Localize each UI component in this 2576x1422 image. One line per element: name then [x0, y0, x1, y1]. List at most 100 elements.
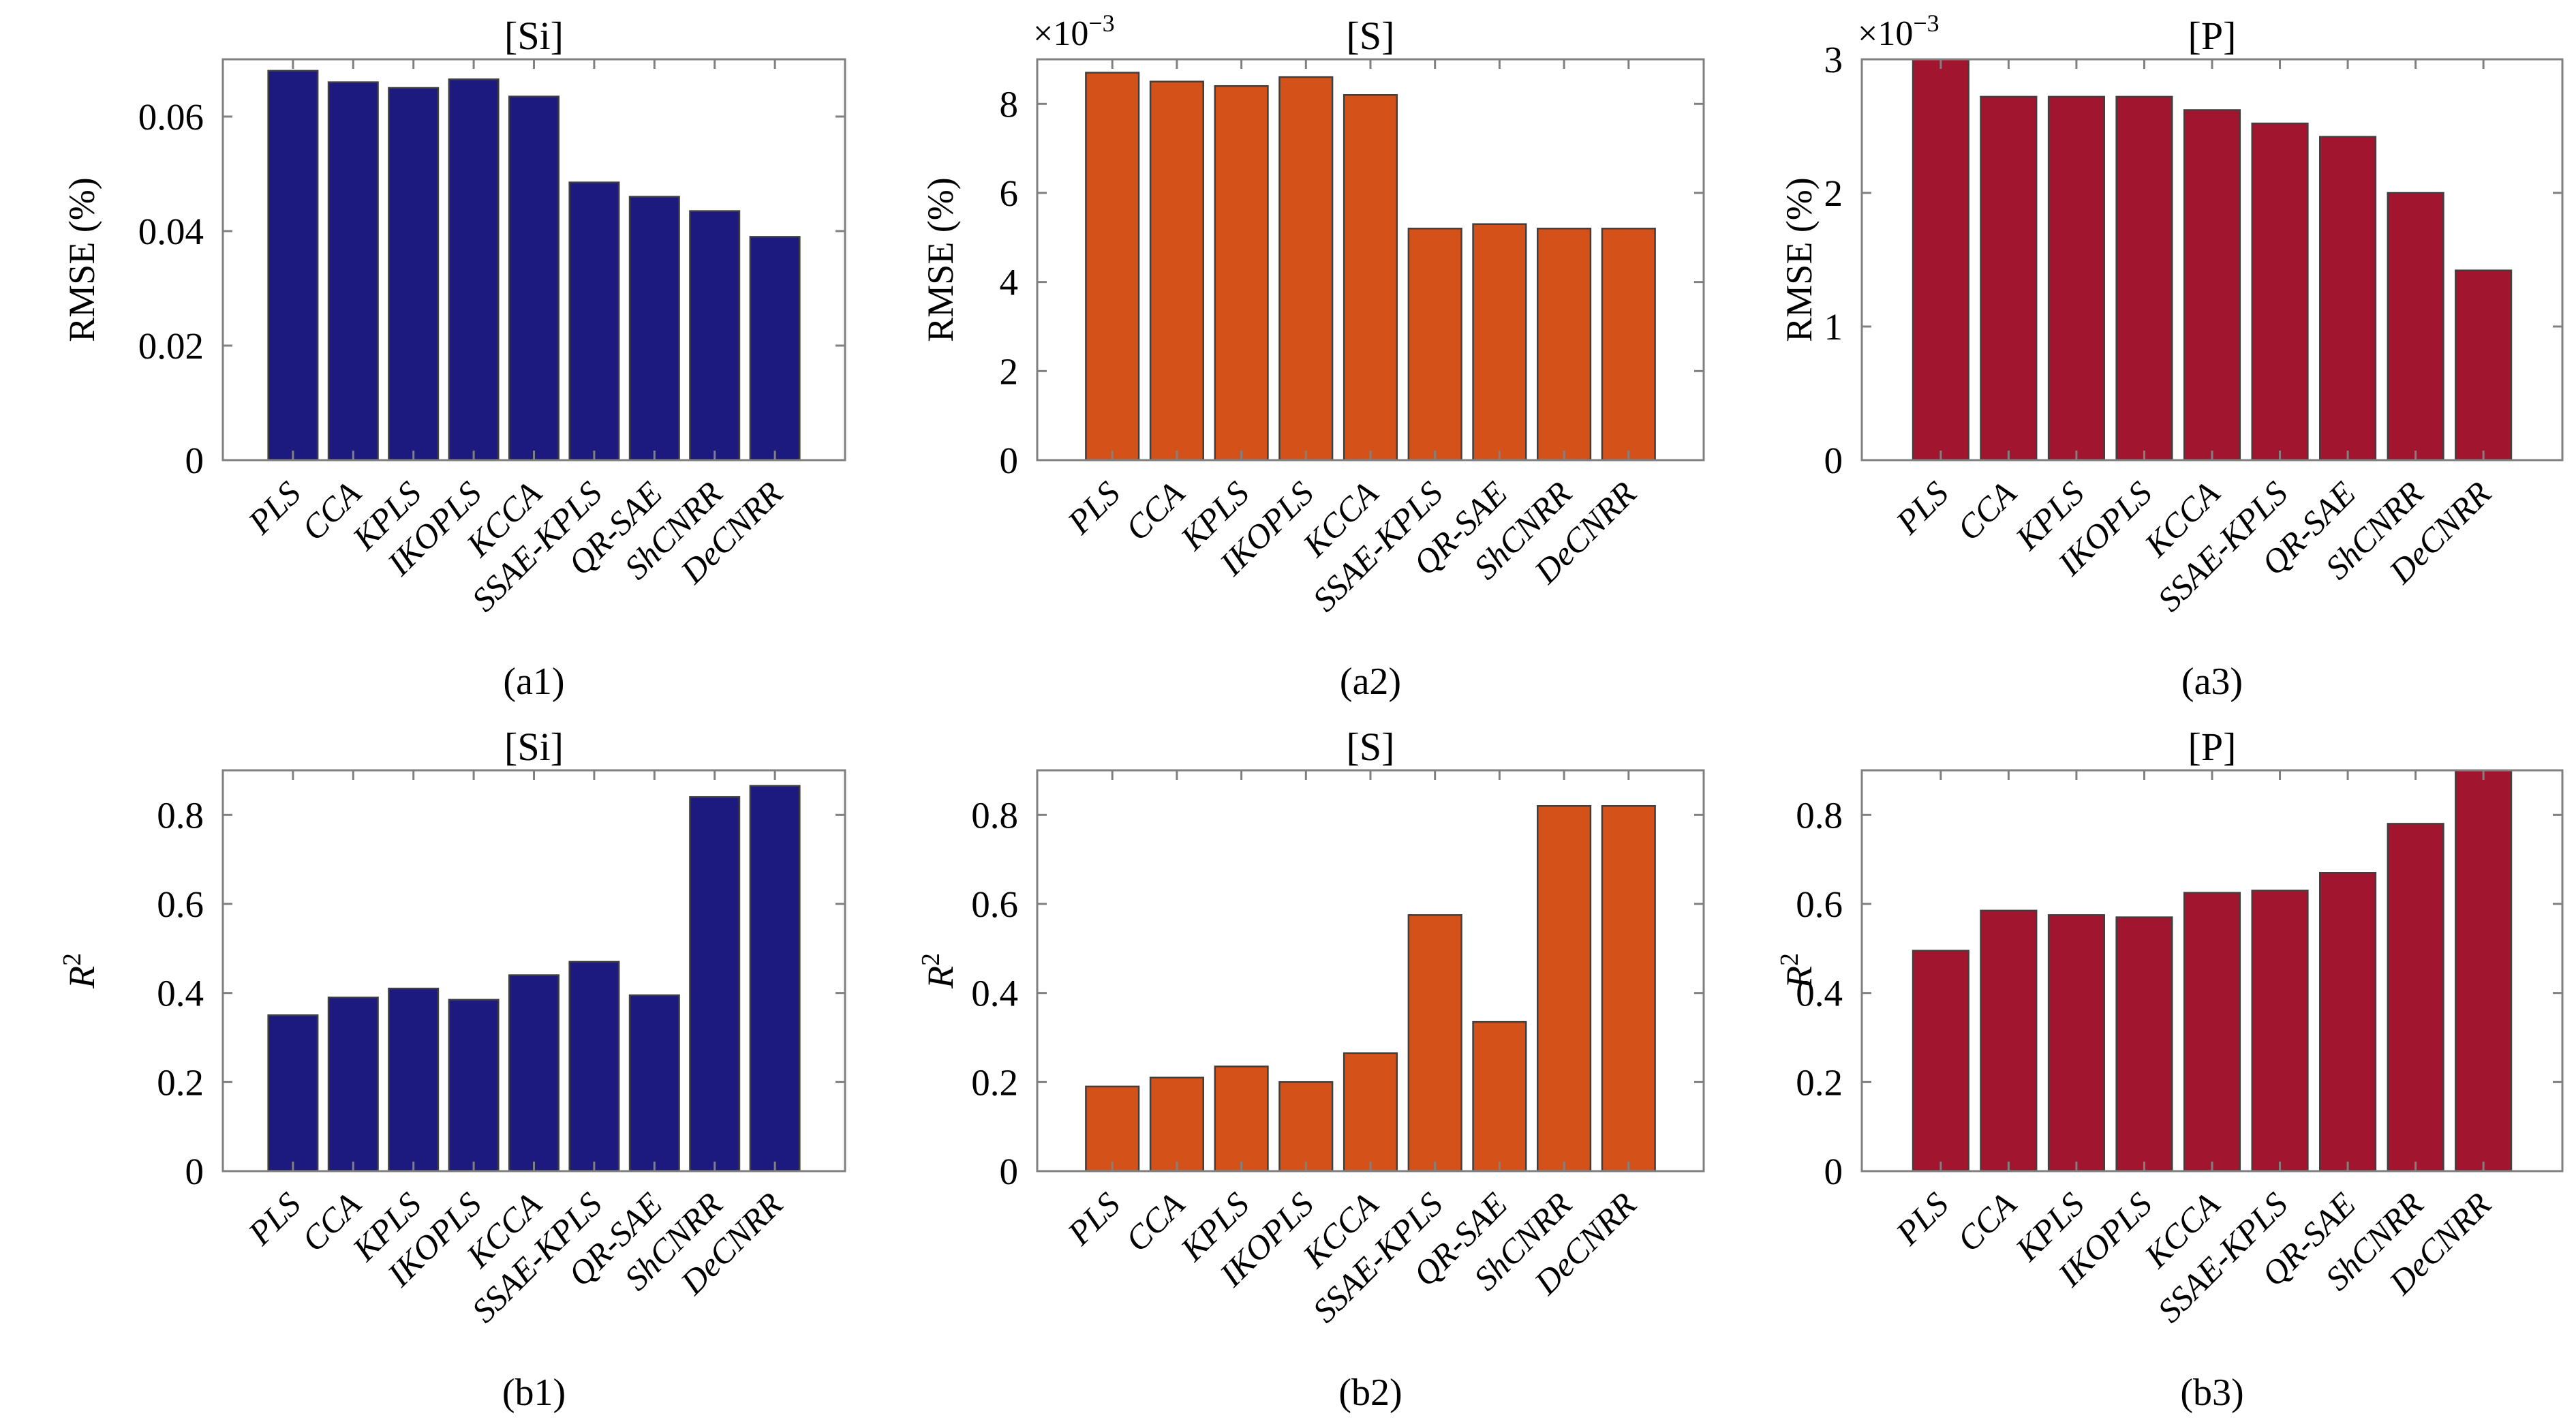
bar-KCCA: [2183, 892, 2241, 1173]
x-tick-label-PLS: PLS: [1888, 1185, 1955, 1252]
bar-DeCNRR: [1601, 805, 1656, 1173]
bar-PLS: [1912, 950, 1969, 1173]
bar-PLS: [1085, 72, 1140, 462]
y-tick-label-0: 0: [1824, 440, 1843, 481]
bar-KCCA: [2183, 109, 2241, 462]
bar-QR-SAE: [1472, 223, 1527, 462]
bar-KCCA: [508, 95, 559, 462]
y-tick-label-2: 2: [1000, 350, 1019, 392]
x-tick-label-PLS: PLS: [1060, 1185, 1127, 1252]
bar-KCCA: [1343, 1052, 1398, 1173]
offset-label: ×10−3: [1858, 10, 1939, 53]
y-tick-label-3: 3: [1824, 39, 1843, 80]
caption: (a3): [2181, 661, 2243, 703]
bar-SSAE-KPLS: [2251, 890, 2309, 1173]
y-tick-label-0.2: 0.2: [971, 1061, 1018, 1103]
bar-IKOPLS: [448, 78, 500, 462]
chart-svg-b2: 00.20.40.60.8PLSCCAKPLSIKOPLSKCCASSAE-KP…: [917, 725, 1705, 1414]
bar-DeCNRR: [749, 785, 801, 1173]
bar-DeCNRR: [1601, 228, 1656, 462]
y-tick-label-0.4: 0.4: [157, 973, 204, 1014]
y-tick-label-4: 4: [1000, 262, 1019, 303]
bar-QR-SAE: [628, 196, 680, 462]
bar-IKOPLS: [2115, 916, 2173, 1173]
bar-SSAE-KPLS: [1407, 228, 1462, 462]
bar-KPLS: [388, 987, 440, 1173]
y-tick-label-0: 0: [1000, 440, 1019, 481]
bar-SSAE-KPLS: [1407, 914, 1462, 1173]
bar-KCCA: [1343, 94, 1398, 462]
y-tick-label-0.4: 0.4: [1796, 973, 1843, 1014]
chart-panel-b3: 0 0.2 0.4 0.6 0.8 PLS CCA KPLS IKOPLS KCCA SSAE-KP…: [1717, 711, 2576, 1422]
y-tick-label-0.6: 0.6: [971, 883, 1018, 925]
bar-QR-SAE: [1472, 1020, 1527, 1173]
chart-panel-b1: 0 0.2 0.4 0.6 0.8 PLS CCA KPLS IKOPLS KCCA SSAE-KP…: [0, 711, 859, 1422]
chart-title: [P]: [2188, 14, 2237, 58]
y-axis-label: R2: [917, 953, 961, 989]
bar-ShCNRR: [689, 796, 741, 1173]
bar-SSAE-KPLS: [568, 181, 620, 462]
caption: (a1): [503, 661, 564, 703]
chart-title: [Si]: [504, 14, 564, 58]
bar-SSAE-KPLS: [568, 960, 620, 1173]
y-axis-label: R2: [58, 953, 102, 989]
y-tick-label-0.8: 0.8: [157, 794, 204, 836]
chart-title: [Si]: [504, 725, 564, 769]
bar-ShCNRR: [2387, 823, 2444, 1173]
y-axis-label: RMSE (%): [920, 177, 961, 342]
bar-PLS: [1085, 1085, 1140, 1173]
chart-panel-a2: 0 2 4 6 8 PLS CCA KPLS IKOPLS KCCA SSAE-KPLS QR-SAE…: [859, 0, 1717, 711]
bar-IKOPLS: [1278, 1081, 1334, 1173]
bar-KPLS: [388, 87, 440, 462]
y-tick-label-6: 6: [1000, 172, 1019, 214]
bar-CCA: [1980, 909, 2038, 1173]
bar-ShCNRR: [689, 210, 741, 462]
bar-QR-SAE: [2319, 872, 2377, 1173]
y-tick-label-0.4: 0.4: [971, 973, 1018, 1014]
caption: (a2): [1340, 661, 1401, 703]
bar-PLS: [1912, 58, 1969, 462]
bar-ShCNRR: [1537, 228, 1592, 462]
chart-svg-a1: 00.020.040.06PLSCCAKPLSIKOPLSKCCASSAE-KP…: [61, 14, 846, 703]
chart-svg-a3: 0123PLSCCAKPLSIKOPLSKCCASSAE-KPLSQR-SAES…: [1779, 10, 2564, 703]
chart-title: [P]: [2188, 725, 2237, 769]
chart-svg-a2: 02468PLSCCAKPLSIKOPLSKCCASSAE-KPLSQR-SAE…: [920, 10, 1705, 703]
chart-title: [S]: [1347, 725, 1395, 769]
y-tick-label-0.6: 0.6: [157, 883, 204, 925]
y-tick-label-8: 8: [1000, 83, 1019, 125]
x-tick-label-PLS: PLS: [1888, 474, 1955, 541]
x-tick-label-CCA: CCA: [1950, 474, 2024, 548]
bar-KPLS: [1214, 1065, 1269, 1173]
bar-CCA: [1149, 1076, 1204, 1173]
bar-DeCNRR: [2455, 769, 2513, 1173]
y-tick-label-0.2: 0.2: [157, 1061, 204, 1103]
y-tick-label-0: 0: [185, 1151, 204, 1192]
y-tick-label-0: 0: [1000, 1151, 1019, 1192]
chart-panel-a3: 0 1 2 3 PLS CCA KPLS IKOPLS KCCA SSAE-KPLS QR-SAE S…: [1717, 0, 2576, 711]
y-tick-label-0.8: 0.8: [1796, 794, 1843, 836]
bar-PLS: [267, 70, 319, 462]
bar-CCA: [1980, 95, 2038, 462]
bar-CCA: [327, 81, 379, 462]
bar-KPLS: [1214, 85, 1269, 462]
bar-DeCNRR: [749, 236, 801, 462]
caption: (b2): [1338, 1372, 1402, 1414]
chart-svg-b3: 00.20.40.60.8PLSCCAKPLSIKOPLSKCCASSAE-KP…: [1775, 725, 2564, 1414]
y-tick-label-0.6: 0.6: [1796, 883, 1843, 925]
y-axis-label: RMSE (%): [61, 177, 102, 342]
x-tick-label-CCA: CCA: [1950, 1185, 2024, 1259]
y-tick-label-0.06: 0.06: [138, 96, 204, 138]
y-tick-label-1: 1: [1824, 306, 1843, 348]
y-axis-label: RMSE (%): [1779, 177, 1820, 342]
bar-CCA: [1149, 80, 1204, 462]
bar-QR-SAE: [628, 994, 680, 1173]
chart-title: [S]: [1347, 14, 1395, 58]
bar-DeCNRR: [2455, 269, 2513, 462]
y-tick-label-0.02: 0.02: [138, 325, 204, 367]
bar-QR-SAE: [2319, 136, 2377, 462]
bar-IKOPLS: [2115, 95, 2173, 462]
bar-KPLS: [2047, 914, 2105, 1173]
chart-svg-b1: 00.20.40.60.8PLSCCAKPLSIKOPLSKCCASSAE-KP…: [58, 725, 846, 1414]
bar-ShCNRR: [1537, 805, 1592, 1173]
